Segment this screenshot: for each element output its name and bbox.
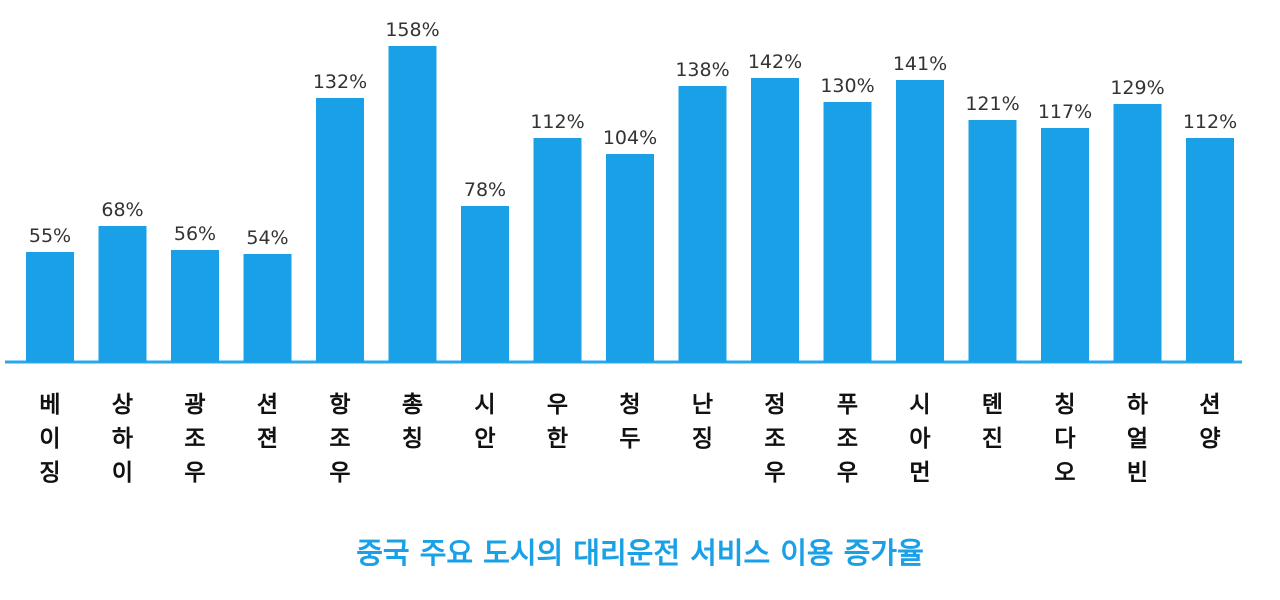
bar-0 <box>26 252 74 362</box>
data-label-2: 56% <box>174 223 216 245</box>
data-label-13: 121% <box>965 93 1019 115</box>
bar-6 <box>461 206 509 362</box>
data-label-1: 68% <box>101 199 143 221</box>
bar-7 <box>533 138 582 362</box>
bar-16 <box>1186 138 1234 362</box>
data-label-7: 112% <box>530 111 584 133</box>
data-label-3: 54% <box>246 227 288 249</box>
data-label-6: 78% <box>464 179 506 201</box>
bar-4 <box>316 98 364 362</box>
bar-5 <box>388 46 437 362</box>
bar-14 <box>1041 128 1089 362</box>
bar-10 <box>751 78 799 362</box>
data-label-0: 55% <box>29 225 71 247</box>
bar-8 <box>606 154 654 362</box>
data-label-15: 129% <box>1110 77 1164 99</box>
bar-2 <box>171 250 219 362</box>
chart-title: 중국 주요 도시의 대리운전 서비스 이용 증가율 <box>356 536 924 570</box>
bar-3 <box>243 254 292 362</box>
data-label-4: 132% <box>313 71 367 93</box>
data-label-5: 158% <box>385 19 439 41</box>
chart-plot: 55% 베 이 징 68% 상 하 이 56% 광 조 우 54% 션 젼 132% 항 조 우 158% 총 칭 78% 시… <box>5 19 1242 486</box>
data-label-16: 112% <box>1183 111 1237 133</box>
data-label-11: 130% <box>820 75 874 97</box>
bar-11 <box>823 102 872 362</box>
data-label-9: 138% <box>675 59 729 81</box>
data-label-10: 142% <box>748 51 802 73</box>
bar-13 <box>968 120 1017 362</box>
data-label-8: 104% <box>603 127 657 149</box>
bar-12 <box>896 80 944 362</box>
data-label-14: 117% <box>1038 101 1092 123</box>
bar-1 <box>98 226 147 362</box>
data-label-12: 141% <box>893 53 947 75</box>
bar-15 <box>1113 104 1162 362</box>
bar-9 <box>678 86 727 362</box>
